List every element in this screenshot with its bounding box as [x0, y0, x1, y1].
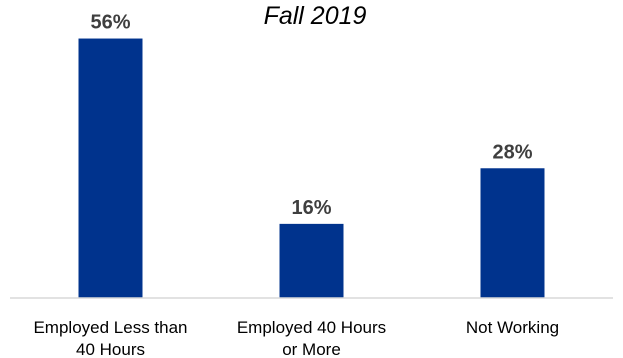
bar-3 — [480, 168, 545, 298]
bar-1 — [78, 38, 143, 299]
x-axis-tick-labels: Employed Less than 40 Hours Employed 40 Ho… — [33, 318, 559, 358]
chart-title: Fall 2019 — [264, 2, 367, 30]
x-tick-label-2: Employed 40 Hours or More — [237, 318, 386, 358]
bars-layer — [78, 38, 545, 299]
x-tick-label-line: 40 Hours — [76, 340, 145, 358]
x-tick-label-line: or More — [282, 340, 341, 358]
data-label-3: 28% — [492, 141, 532, 163]
x-tick-label-line: Not Working — [466, 318, 559, 337]
labels-layer: 56% 16% 28% — [90, 12, 532, 219]
bar-2 — [279, 223, 344, 298]
x-tick-label-line: Employed 40 Hours — [237, 318, 386, 337]
x-tick-label-line: Employed Less than — [33, 318, 187, 337]
x-tick-label-1: Employed Less than 40 Hours — [33, 318, 187, 358]
x-tick-label-3: Not Working — [466, 318, 559, 337]
data-label-1: 56% — [90, 12, 130, 34]
data-label-2: 16% — [291, 197, 331, 219]
